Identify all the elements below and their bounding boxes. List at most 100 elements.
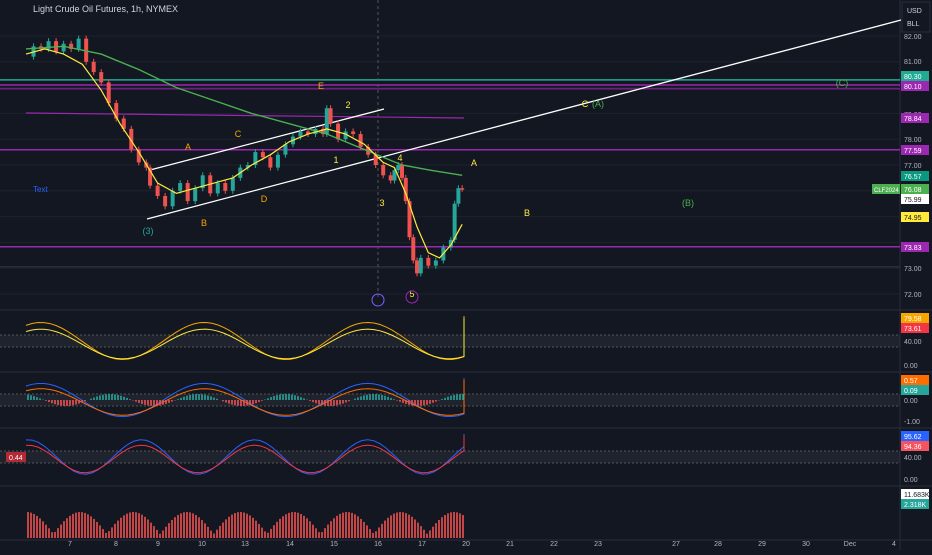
- indicator-tick: 0.00: [904, 363, 918, 370]
- price-tag: [901, 145, 929, 155]
- candle-body: [215, 183, 220, 194]
- price-tag-text: 80.30: [904, 74, 922, 81]
- text-note: Text: [33, 185, 48, 194]
- price-tag-text: 73.83: [904, 245, 922, 252]
- candle-body: [433, 260, 438, 266]
- wave-label: 2: [345, 100, 350, 110]
- price-tag-text: 77.59: [904, 148, 922, 155]
- indicator-tick: -1.00: [904, 419, 920, 426]
- indicator-tag-text: 2.318K: [904, 502, 927, 509]
- candle-body: [411, 237, 416, 261]
- jump-marker-icon: [371, 293, 385, 307]
- candle-body: [61, 43, 66, 52]
- unit-label: BLL: [907, 21, 920, 28]
- wave-label: 4: [397, 153, 402, 163]
- candle-body: [121, 118, 126, 129]
- candle-body: [129, 128, 134, 150]
- candle-body: [99, 72, 104, 83]
- wave-label: 5: [409, 289, 414, 299]
- price-tag-text: 76.08: [904, 187, 922, 194]
- indicator-tag-text: 11.683K: [904, 492, 930, 499]
- indicator-tag: [901, 323, 929, 333]
- price-tag: [901, 113, 929, 123]
- candle-body: [91, 61, 96, 73]
- candle-body: [230, 177, 235, 191]
- candle-body: [328, 108, 333, 124]
- indicator-tag: [901, 313, 929, 323]
- price-tag: [901, 171, 929, 181]
- indicator-line: [25, 380, 465, 416]
- time-tick: 10: [198, 541, 206, 548]
- indicator-tag-text: 94.36: [904, 444, 922, 451]
- price-tag-text: 80.10: [904, 84, 922, 91]
- chart-title: Light Crude Oil Futures, 1h, NYMEX: [33, 4, 179, 14]
- candle-body: [223, 183, 228, 191]
- wave-label: E: [318, 81, 324, 91]
- price-tag: [901, 212, 929, 222]
- price-tag-text: 75.99: [904, 197, 922, 204]
- candle-body: [418, 257, 423, 274]
- time-tick: 16: [374, 541, 382, 548]
- candle-body: [415, 260, 420, 274]
- candle-body: [403, 177, 408, 202]
- indicator-line: [25, 318, 465, 360]
- wave-label: (A): [592, 99, 604, 109]
- currency-label: USD: [907, 8, 922, 15]
- candle-body: [253, 152, 258, 165]
- wave-label: (B): [682, 198, 694, 208]
- indicator-line: [25, 316, 465, 361]
- indicator-tag: [901, 441, 929, 451]
- wave-label: A: [471, 158, 477, 168]
- price-tick: 78.00: [904, 137, 922, 144]
- candle-body: [106, 82, 111, 104]
- time-tick: 15: [330, 541, 338, 548]
- indicator-line: [25, 436, 465, 474]
- indicator-tag: [901, 489, 929, 499]
- indicator-tick: 40.00: [904, 455, 922, 462]
- time-tick: 13: [241, 541, 249, 548]
- time-tick: 29: [758, 541, 766, 548]
- slow-moving-average: [25, 45, 463, 177]
- candle-body: [260, 152, 265, 158]
- time-tick: 7: [68, 541, 72, 548]
- candle-body: [114, 103, 119, 119]
- channel-upper: [149, 108, 385, 171]
- fast-moving-average: [25, 48, 463, 259]
- indicator-tag: [901, 499, 929, 509]
- candle-body: [46, 41, 51, 49]
- trend-line: [146, 19, 902, 220]
- currency-box: [901, 1, 931, 33]
- price-tag: [901, 194, 929, 204]
- candle-body: [245, 165, 250, 168]
- price-tag: [901, 184, 929, 194]
- candle-body: [275, 154, 280, 168]
- symbol-tag: [872, 184, 900, 194]
- price-tick: 73.00: [904, 266, 922, 273]
- wave-label: C: [582, 99, 589, 109]
- candle-body: [351, 131, 356, 135]
- time-tick: 30: [802, 541, 810, 548]
- candle-body: [448, 239, 453, 248]
- wave-label: D: [261, 194, 268, 204]
- indicator-left-tag-text: 0.44: [9, 455, 23, 462]
- time-tick: 4: [892, 541, 896, 548]
- time-tick: 14: [286, 541, 294, 548]
- wave-label: (3): [143, 226, 154, 236]
- horizontal-level: [25, 112, 465, 119]
- indicator-tag: [901, 431, 929, 441]
- candle-body: [321, 128, 326, 135]
- indicator-tick: 0.00: [904, 477, 918, 484]
- price-tick: 81.00: [904, 59, 922, 66]
- candle-body: [163, 195, 168, 207]
- time-tick: 9: [156, 541, 160, 548]
- wave-label: 3: [379, 198, 384, 208]
- time-tick: 20: [462, 541, 470, 548]
- wave-circle: [405, 290, 419, 304]
- price-tick: 77.00: [904, 163, 922, 170]
- candle-body: [388, 175, 393, 181]
- price-tag-text: 74.95: [904, 215, 922, 222]
- candle-body: [283, 144, 288, 155]
- price-tick: 72.00: [904, 292, 922, 299]
